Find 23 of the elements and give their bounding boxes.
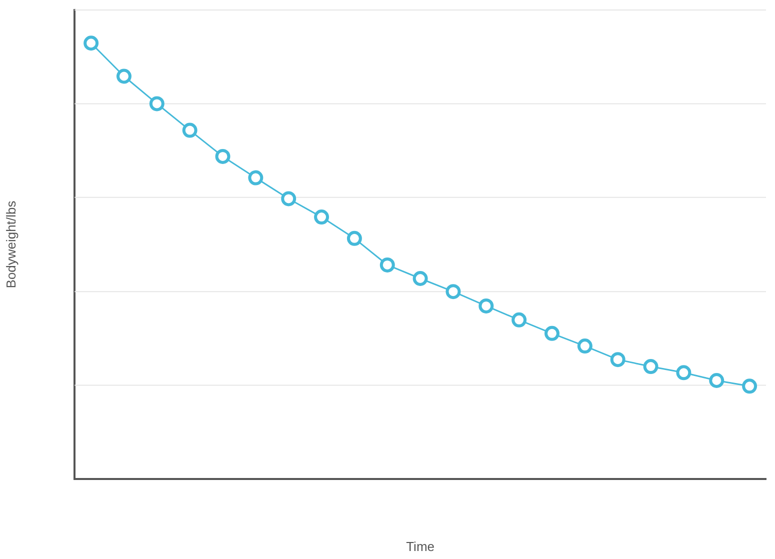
- point: [512, 312, 527, 328]
- point: [446, 284, 461, 300]
- point: [610, 352, 626, 368]
- point: [676, 365, 692, 380]
- point: [215, 148, 230, 164]
- point: [314, 210, 330, 225]
- point: [380, 257, 395, 272]
- point: [182, 122, 198, 138]
- point: [281, 191, 296, 206]
- point: [577, 338, 592, 354]
- point: [84, 36, 99, 51]
- point: [709, 372, 724, 388]
- point: [116, 68, 132, 84]
- point: [412, 271, 428, 286]
- x-axis-title: Time: [406, 538, 435, 554]
- point: [544, 326, 560, 341]
- point: [248, 170, 264, 186]
- point: [478, 298, 494, 314]
- point: [643, 359, 658, 374]
- point: [742, 378, 758, 394]
- y-axis-title: Bodyweight/lbs: [3, 200, 18, 288]
- point: [149, 96, 164, 112]
- point: [346, 230, 362, 246]
